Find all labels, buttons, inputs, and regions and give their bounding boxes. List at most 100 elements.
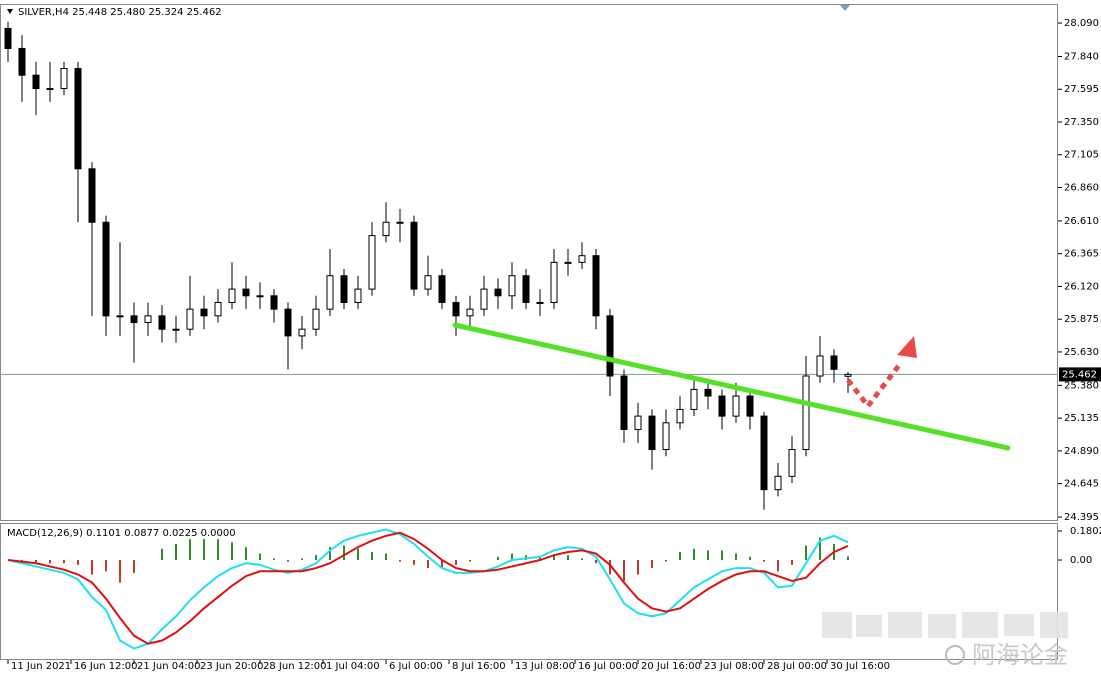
y-tick-label: 27.105 [1064,150,1099,161]
candle-body [522,275,530,303]
candle-body [494,288,502,297]
candle-body [438,275,446,303]
candle-body [550,261,558,303]
candle-body [788,449,796,477]
candle-body [284,308,292,337]
y2-tick-label: 0.1802 [1070,526,1101,537]
candle-body [256,295,264,298]
candle-body [592,255,600,317]
x-tick-label: 28 Jul 00:00 [767,661,827,672]
x-tick-label: 8 Jul 16:00 [452,661,506,672]
shift-marker [840,5,850,11]
x-tick-label: 16 Jun 12:00 [74,661,138,672]
candle-body [760,415,768,491]
y-tick-label: 24.395 [1064,512,1099,523]
candle-body [116,315,124,318]
candle-body [564,261,572,264]
x-tick-label: 11 Jun 2021 [11,661,71,672]
trend-line [452,322,1011,451]
candle-body [340,275,348,303]
candle-body [60,68,68,90]
menu-arrow [7,9,13,14]
candle-body [172,328,180,331]
candle-body [648,415,656,451]
candle-body [312,308,320,330]
candle-body [508,275,516,297]
x-tick-label: 23 Jun 20:00 [200,661,264,672]
y-tick-label: 26.860 [1064,182,1099,193]
candle-body [732,395,740,417]
forecast-arrowhead [897,336,917,358]
candle-body [368,235,376,290]
x-tick-label: 6 Jul 00:00 [389,661,443,672]
candle-body [46,88,54,91]
price-panel [0,4,1058,521]
last-price-label: 25.462 [1062,369,1097,380]
x-tick-label: 30 Jul 16:00 [830,661,890,672]
x-tick-label: 28 Jun 12:00 [263,661,327,672]
watermark-logo [945,645,965,665]
candle-body [718,395,726,417]
candle-body [466,308,474,317]
candle-body [200,308,208,317]
candle-body [704,388,712,397]
candle-body [424,275,432,290]
candle-body [382,221,390,237]
candle-body [802,375,810,451]
candle-body [774,475,782,491]
candle-body [606,315,614,377]
candle-body [158,315,166,330]
indicator-panel [0,523,1058,660]
y-tick-label: 25.630 [1064,347,1099,358]
candle-body [214,301,222,317]
y-tick-label: 25.875 [1064,314,1099,325]
last-price-box [1059,367,1101,382]
x-tick-label: 1 Jul 04:00 [326,661,380,672]
candle-body [746,395,754,417]
chart-title: SILVER,H4 25.448 25.480 25.324 25.462 [18,7,222,18]
candle-body [32,74,40,90]
indicator-line [7,531,849,645]
candle-body [186,308,194,330]
y-tick-label: 26.610 [1064,216,1099,227]
x-tick-label: 13 Jul 08:00 [515,661,575,672]
candle-body [242,288,250,297]
candle-body [4,27,12,49]
candle-body [620,375,628,430]
candle-body [298,328,306,337]
candle-body [662,422,670,451]
candle-body [480,288,488,310]
candle-body [396,221,404,224]
candle-body [144,315,152,324]
candle-body [410,221,418,290]
indicator-title: MACD(12,26,9) 0.1101 0.0877 0.0225 0.000… [7,528,236,539]
forecast-arrow [846,362,902,411]
candle-body [102,221,110,317]
y-tick-label: 24.890 [1064,446,1099,457]
candle-body [634,415,642,430]
y2-tick-label: 0.00 [1070,555,1092,566]
candle-body [354,288,362,303]
y-tick-label: 28.090 [1064,18,1099,29]
y-tick-label: 27.595 [1064,84,1099,95]
y-tick-label: 24.645 [1064,479,1099,490]
x-tick-label: 23 Jul 08:00 [704,661,764,672]
x-tick-label: 21 Jun 04:00 [137,661,201,672]
candle-body [676,408,684,424]
candle-body [88,168,96,223]
candle-body [228,288,236,303]
candle-body [452,301,460,317]
candle-body [690,388,698,410]
y-tick-label: 25.380 [1064,380,1099,391]
candle-body [18,47,26,76]
candle-body [536,301,544,304]
y-tick-label: 25.135 [1064,413,1099,424]
y-tick-label: 27.840 [1064,51,1099,62]
candle-body [130,315,138,324]
candle-body [844,373,852,377]
watermark-text: 阿海论金 [972,641,1068,669]
watermark-blur [822,612,1068,638]
y-tick-label: 27.350 [1064,117,1099,128]
candle-body [816,355,824,377]
